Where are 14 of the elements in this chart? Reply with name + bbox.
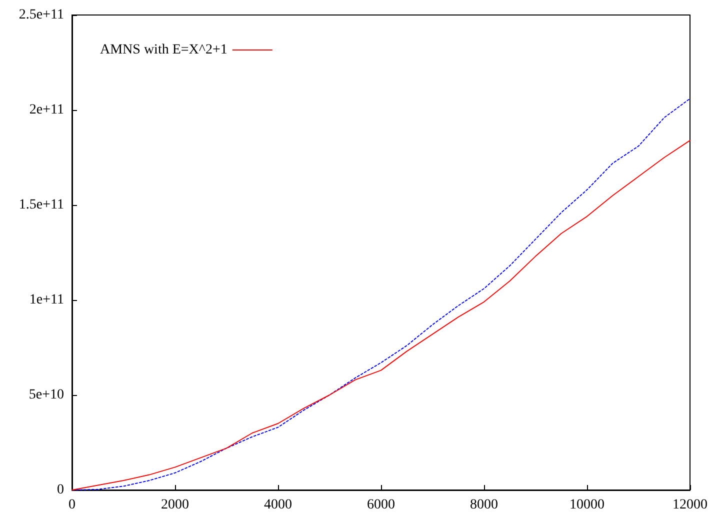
x-tick-label: 10000 xyxy=(570,498,604,512)
legend-label: AMNS with E=X^2+1 xyxy=(100,42,228,58)
x-tick-label: 8000 xyxy=(470,498,498,512)
y-tick-label: 1.5e+11 xyxy=(18,198,64,212)
y-tick-label: 0 xyxy=(57,482,64,498)
y-tick-label: 5e+10 xyxy=(28,388,64,402)
x-tick-label: 0 xyxy=(68,498,76,512)
y-tick-label: 2.5e+11 xyxy=(18,8,64,22)
x-tick-label: 4000 xyxy=(264,498,292,512)
x-tick-label: 6000 xyxy=(367,498,395,512)
y-tick-label: 2e+11 xyxy=(29,102,64,118)
x-tick-label: 2000 xyxy=(161,498,189,512)
y-tick-label: 1e+11 xyxy=(29,292,64,308)
x-tick-label: 12000 xyxy=(672,498,708,512)
